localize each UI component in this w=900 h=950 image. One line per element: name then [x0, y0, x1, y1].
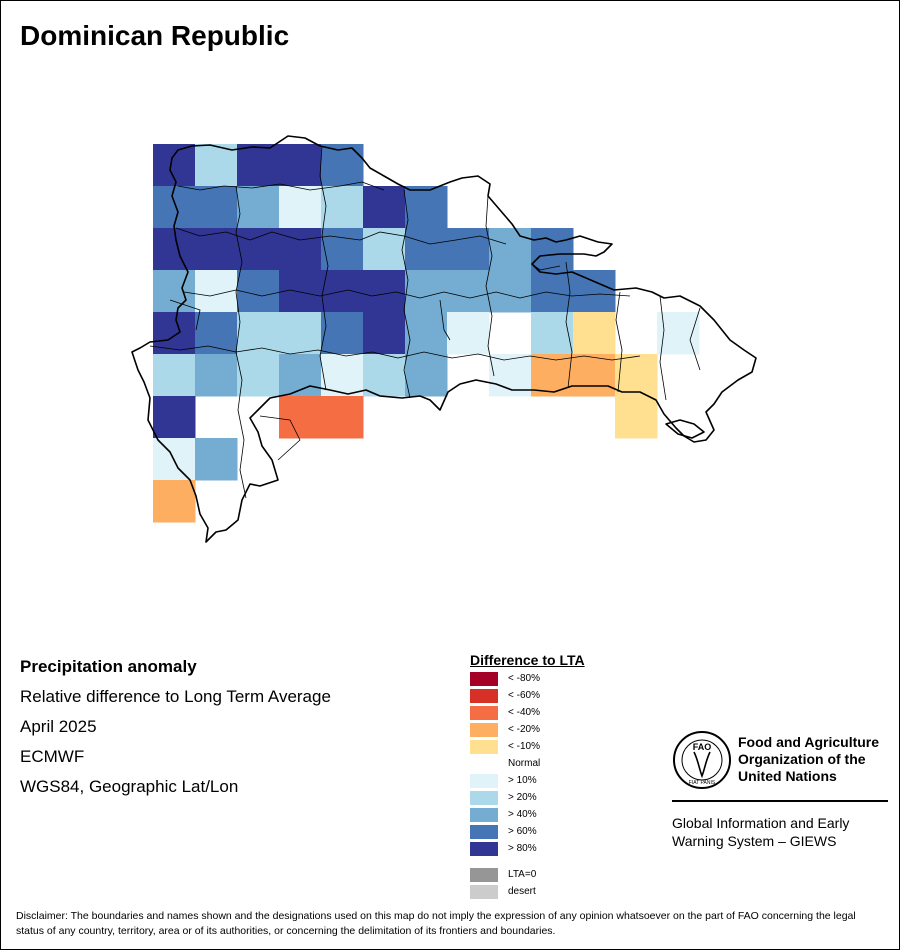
fao-branding: FAO FIAT PANIS Food and Agriculture Orga… [672, 730, 888, 849]
grid-cell [237, 186, 280, 229]
legend-swatch [470, 706, 498, 720]
legend-title: Difference to LTA [470, 652, 585, 668]
map-title: Dominican Republic [20, 20, 290, 51]
anomaly-grid [153, 144, 700, 523]
legend-label: < -80% [508, 673, 540, 684]
grid-cell [237, 144, 280, 187]
map-info: Precipitation anomaly Relative differenc… [20, 656, 331, 806]
grid-cell [531, 228, 574, 271]
disclaimer: Disclaimer: The boundaries and names sho… [16, 910, 856, 937]
legend-label: < -40% [508, 707, 540, 718]
grid-cell [237, 228, 280, 271]
legend-label: Normal [508, 758, 541, 769]
legend-swatch [470, 689, 498, 703]
grid-cell [279, 270, 322, 313]
grid-cell [153, 396, 196, 439]
legend-swatch [470, 672, 498, 686]
grid-cell [615, 354, 658, 397]
legend-label: > 10% [508, 775, 537, 786]
giews-name: Global Information and Early Warning Sys… [672, 815, 850, 849]
legend-swatch [470, 723, 498, 737]
grid-cell [447, 312, 490, 355]
info-heading: Precipitation anomaly [20, 657, 197, 676]
grid-cell [321, 186, 364, 229]
grid-cell [195, 228, 238, 271]
grid-cell [405, 354, 448, 397]
fao-logo-text: FAO [693, 742, 712, 752]
fao-name: Food and Agriculture Organization of the… [738, 734, 880, 784]
legend-label: < -60% [508, 690, 540, 701]
grid-cell [363, 270, 406, 313]
country-boundary [131, 135, 757, 543]
legend-label: < -10% [508, 741, 540, 752]
grid-cell [321, 396, 364, 439]
grid-cell [531, 312, 574, 355]
grid-cell [321, 312, 364, 355]
legend-swatch [470, 885, 498, 899]
grid-cell [573, 270, 616, 313]
grid-cell [573, 354, 616, 397]
legend-label: > 60% [508, 826, 537, 837]
province-boundaries [149, 145, 701, 499]
grid-cell [279, 312, 322, 355]
grid-cell [573, 312, 616, 355]
grid-cell [489, 270, 532, 313]
legend-swatch [470, 808, 498, 822]
fao-divider [672, 800, 888, 802]
legend-swatch [470, 774, 498, 788]
legend-label: < -20% [508, 724, 540, 735]
grid-cell [237, 270, 280, 313]
grid-cell [237, 312, 280, 355]
legend-swatch [470, 757, 498, 771]
grid-cell [279, 186, 322, 229]
grid-cell [321, 144, 364, 187]
grid-cell [153, 480, 196, 523]
grid-cell [153, 354, 196, 397]
legend-swatch [470, 868, 498, 882]
grid-cell [405, 228, 448, 271]
grid-cell [195, 144, 238, 187]
grid-cell [405, 312, 448, 355]
legend-label: > 80% [508, 843, 537, 854]
legend-swatch [470, 842, 498, 856]
legend: Difference to LTA < -80% < -60% < -40% < -2… [470, 652, 630, 899]
grid-cell [195, 438, 238, 481]
precipitation-map [131, 135, 757, 543]
legend-label: desert [508, 886, 536, 897]
legend-label: LTA=0 [508, 869, 537, 880]
grid-cell [363, 186, 406, 229]
grid-cell [615, 396, 658, 439]
grid-cell [279, 144, 322, 187]
grid-cell [447, 228, 490, 271]
grid-cell [321, 228, 364, 271]
grid-cell [531, 354, 574, 397]
grid-cell [363, 354, 406, 397]
info-description: Relative difference to Long Term Average [20, 687, 331, 706]
grid-cell [195, 186, 238, 229]
grid-cell [195, 354, 238, 397]
grid-cell [447, 270, 490, 313]
fao-logo-motto: FIAT PANIS [689, 780, 716, 786]
legend-swatch [470, 825, 498, 839]
grid-cell [489, 228, 532, 271]
legend-label: > 40% [508, 809, 537, 820]
info-period: April 2025 [20, 717, 97, 736]
info-source: ECMWF [20, 747, 85, 766]
grid-cell [237, 354, 280, 397]
grid-cell [153, 312, 196, 355]
grid-cell [363, 228, 406, 271]
grid-cell [279, 228, 322, 271]
legend-swatch [470, 740, 498, 754]
grid-cell [153, 186, 196, 229]
info-projection: WGS84, Geographic Lat/Lon [20, 777, 239, 796]
legend-swatch [470, 791, 498, 805]
legend-label: > 20% [508, 792, 537, 803]
grid-cell [279, 396, 322, 439]
grid-cell [531, 270, 574, 313]
grid-cell [153, 270, 196, 313]
fao-logo-icon: FAO FIAT PANIS [673, 731, 731, 789]
grid-cell [405, 186, 448, 229]
grid-cell [363, 312, 406, 355]
grid-cell [153, 228, 196, 271]
